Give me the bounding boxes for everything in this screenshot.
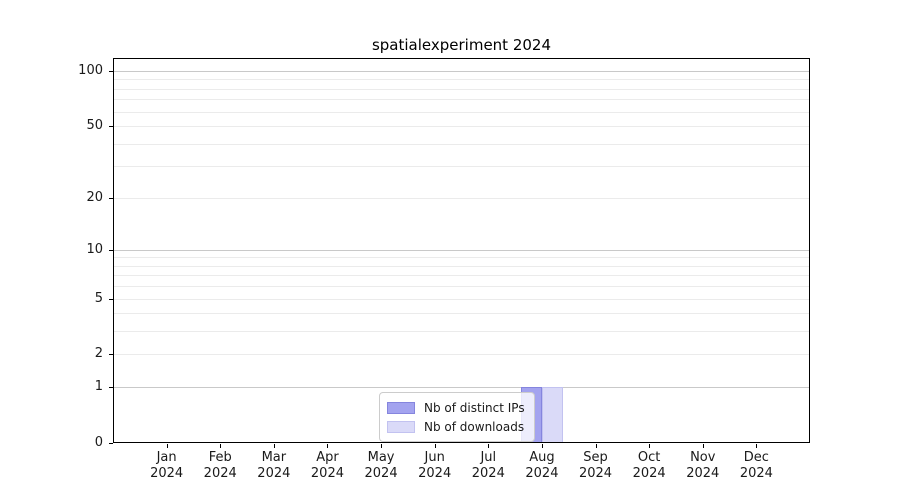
x-tick-month: May	[367, 450, 395, 465]
x-tick-year: 2024	[418, 466, 452, 481]
x-tick-year: 2024	[150, 466, 184, 481]
gridline-minor	[114, 275, 809, 277]
downloads-swatch-icon	[387, 420, 415, 433]
x-tick-month: Jul	[480, 450, 497, 465]
x-tick-month: Aug	[529, 450, 555, 465]
x-tick-year: 2024	[739, 466, 773, 481]
gridline-minor	[114, 126, 809, 128]
gridline-major	[114, 249, 809, 251]
x-tick-year: 2024	[364, 466, 398, 481]
y-tick-label: 10	[86, 241, 103, 257]
x-tick-year: 2024	[471, 466, 505, 481]
y-tick-mark	[109, 126, 113, 128]
x-tick-label: Jul 2024	[458, 450, 518, 482]
bar-layer	[114, 59, 809, 442]
gridline-minor	[114, 197, 809, 199]
x-tick-month: Mar	[261, 450, 287, 465]
y-tick-mark	[109, 443, 113, 444]
gridline-minor	[114, 354, 809, 356]
gridline-minor	[114, 331, 809, 333]
distinct-ips-swatch-icon	[387, 401, 415, 414]
y-tick-label: 5	[94, 290, 103, 306]
legend-label-downloads: Nb of downloads	[424, 419, 525, 434]
gridline-minor	[114, 265, 809, 267]
x-tick-mark	[381, 444, 383, 448]
y-tick-mark	[109, 354, 113, 356]
x-tick-mark	[166, 444, 168, 448]
legend-label-distinct-ips: Nb of distinct IPs	[424, 400, 525, 415]
plot-area: Nb of distinct IPs Nb of downloads	[113, 58, 810, 443]
x-tick-month: Jun	[424, 450, 445, 465]
x-tick-label: Mar 2024	[244, 450, 304, 482]
gridline-major	[114, 71, 809, 72]
y-tick-mark	[109, 71, 113, 72]
x-tick-mark	[649, 444, 651, 448]
x-tick-year: 2024	[257, 466, 291, 481]
chart-title: spatialexperiment 2024	[371, 36, 552, 54]
x-tick-month: Feb	[208, 450, 232, 465]
x-tick-mark	[702, 444, 704, 448]
x-tick-month: Dec	[743, 450, 769, 465]
x-tick-mark	[434, 444, 436, 448]
y-tick-label: 2	[94, 346, 103, 362]
gridline-minor	[114, 313, 809, 315]
x-tick-month: Apr	[316, 450, 339, 465]
gridline-minor	[114, 166, 809, 168]
gridline-minor	[114, 143, 809, 145]
grid-layer	[114, 59, 809, 442]
gridline-minor	[114, 286, 809, 288]
x-tick-label: Oct 2024	[619, 450, 679, 482]
x-tick-label: Feb 2024	[190, 450, 250, 482]
gridline-minor	[114, 298, 809, 300]
x-tick-year: 2024	[578, 466, 613, 481]
x-tick-label: Sep 2024	[566, 450, 626, 482]
x-tick-label: Nov 2024	[673, 450, 733, 482]
y-tick-label: 50	[86, 118, 103, 134]
x-tick-mark	[488, 444, 490, 448]
gridline-minor	[114, 99, 809, 101]
x-tick-mark	[220, 444, 222, 448]
gridline-minor	[114, 111, 809, 113]
x-tick-mark	[595, 444, 597, 448]
gridline-minor	[114, 79, 809, 81]
x-tick-year: 2024	[686, 466, 720, 481]
x-tick-label: Aug 2024	[512, 450, 572, 482]
gridline-major	[114, 387, 809, 389]
x-tick-month: Sep	[583, 450, 608, 465]
y-tick-mark	[109, 197, 113, 199]
x-tick-label: Dec 2024	[726, 450, 786, 482]
x-tick-label: Jan 2024	[137, 450, 197, 482]
x-tick-year: 2024	[525, 466, 559, 481]
gridline-minor	[114, 88, 809, 90]
x-tick-label: May 2024	[351, 450, 411, 482]
y-tick-label: 0	[94, 435, 103, 450]
x-tick-year: 2024	[632, 466, 666, 481]
x-tick-mark	[327, 444, 329, 448]
x-tick-mark	[756, 444, 758, 448]
x-tick-mark	[273, 444, 275, 448]
y-tick-label: 20	[86, 189, 103, 205]
y-tick-mark	[109, 387, 113, 389]
y-tick-mark	[109, 249, 113, 251]
x-tick-month: Oct	[637, 450, 661, 465]
y-tick-label: 100	[78, 63, 103, 78]
gridline-minor	[114, 257, 809, 259]
x-tick-month: Jan	[156, 450, 177, 465]
y-tick-mark	[109, 298, 113, 300]
legend-row-distinct-ips: Nb of distinct IPs	[387, 398, 525, 417]
x-tick-month: Nov	[690, 450, 716, 465]
x-tick-year: 2024	[310, 466, 344, 481]
x-tick-label: Apr 2024	[297, 450, 357, 482]
x-tick-label: Jun 2024	[405, 450, 465, 482]
legend: Nb of distinct IPs Nb of downloads	[379, 392, 535, 442]
bar-downloads	[541, 387, 563, 442]
x-tick-year: 2024	[203, 466, 237, 481]
legend-row-downloads: Nb of downloads	[387, 417, 525, 436]
y-tick-label: 1	[94, 379, 103, 395]
x-tick-mark	[541, 444, 543, 448]
